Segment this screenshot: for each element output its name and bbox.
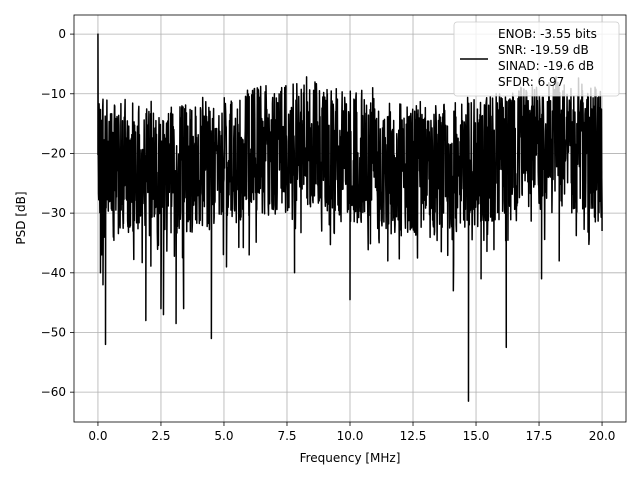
y-tick-label: −60 <box>41 385 66 399</box>
y-axis: 0 −10 −20 −30 −40 −50 −60 <box>41 27 74 399</box>
legend-box <box>453 21 620 97</box>
x-tick-label: 10.0 <box>337 429 364 443</box>
y-axis-label: PSD [dB] <box>14 191 28 244</box>
psd-series-line <box>97 33 603 402</box>
y-tick-label: −40 <box>41 266 66 280</box>
y-tick-label: −30 <box>41 206 66 220</box>
x-axis-label: Frequency [MHz] <box>300 451 401 465</box>
y-tick-label: −20 <box>41 146 66 160</box>
legend-line-enob: ENOB: -3.55 bits <box>498 27 597 41</box>
x-tick-label: 17.5 <box>526 429 553 443</box>
x-tick-label: 0.0 <box>88 429 107 443</box>
x-tick-label: 20.0 <box>589 429 616 443</box>
x-tick-label: 15.0 <box>463 429 490 443</box>
x-tick-label: 5.0 <box>214 429 233 443</box>
x-tick-label: 12.5 <box>400 429 427 443</box>
x-axis: 0.0 2.5 5.0 7.5 10.0 12.5 15.0 17.5 20.0 <box>88 422 615 443</box>
y-tick-label: 0 <box>58 27 66 41</box>
legend-line-snr: SNR: -19.59 dB <box>498 43 589 57</box>
x-tick-label: 7.5 <box>277 429 296 443</box>
x-tick-label: 2.5 <box>151 429 170 443</box>
legend-line-sinad: SINAD: -19.6 dB <box>498 59 594 73</box>
legend-line-sfdr: SFDR: 6.97 <box>498 75 564 89</box>
y-tick-label: −10 <box>41 87 66 101</box>
y-tick-label: −50 <box>41 325 66 339</box>
legend: ENOB: -3.55 bits SNR: -19.59 dB SINAD: -… <box>453 21 620 97</box>
